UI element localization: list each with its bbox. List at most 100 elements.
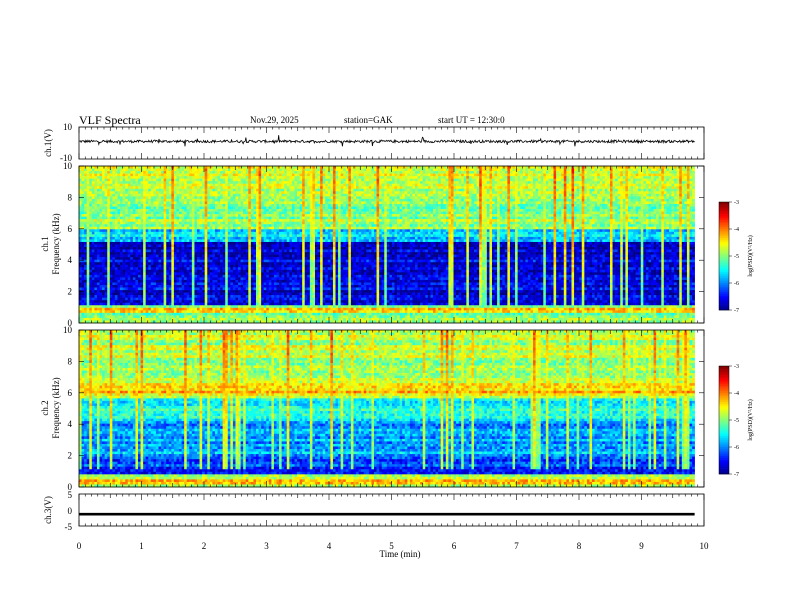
spectrogram-cell <box>527 168 531 172</box>
spectrogram-cell <box>109 166 113 169</box>
spectrogram-cell <box>158 209 162 212</box>
spectrogram-cell <box>143 214 146 217</box>
spectrogram-cell <box>594 191 598 195</box>
spectrogram-cell <box>171 171 175 174</box>
spectrogram-cell <box>402 209 406 212</box>
spectrogram-cell <box>491 216 495 220</box>
spectrogram-cell <box>91 201 95 205</box>
spectrogram-cell <box>286 171 290 174</box>
spectrogram-cell <box>599 168 603 172</box>
spectrogram-cell <box>561 203 565 207</box>
spectrogram-cell <box>645 203 649 207</box>
spectrogram-cell <box>153 193 157 197</box>
spectrogram-cell <box>230 211 234 215</box>
spectrogram-cell <box>681 176 685 179</box>
spectrogram-cell <box>661 178 665 182</box>
spectrogram-cell <box>561 196 565 200</box>
spectrogram-cell <box>445 188 449 192</box>
spectrogram-cell <box>474 181 477 185</box>
spectrogram-cell <box>571 193 575 197</box>
spectrogram-cell <box>476 214 480 217</box>
spectrogram-cell <box>217 171 221 174</box>
spectrogram-cell <box>481 181 485 185</box>
spectrogram-cell <box>189 176 193 179</box>
spectrogram-cell <box>89 211 93 215</box>
spectrogram-cell <box>463 209 467 212</box>
spectrogram-cell <box>168 209 172 212</box>
spectrogram-cell <box>471 168 475 172</box>
spectrogram-cell <box>220 183 223 187</box>
spectrogram-cell <box>415 214 418 217</box>
spectrogram-cell <box>507 171 511 174</box>
spectrogram-cell <box>322 181 326 185</box>
spectrogram-cell <box>245 191 249 195</box>
spectrogram-cell <box>191 173 195 177</box>
spectrogram-cell <box>102 173 105 177</box>
spectrogram-cell <box>461 191 465 195</box>
spectrogram-cell <box>350 201 354 205</box>
spectrogram-cell <box>640 211 644 215</box>
spectrogram-cell <box>525 181 529 185</box>
spectrogram-cell <box>566 173 570 177</box>
spectrogram-cell <box>666 198 670 202</box>
spectrogram-cell <box>640 183 644 187</box>
spectrogram-cell <box>140 183 144 187</box>
spectrogram-cell <box>307 178 311 182</box>
spectrogram-cell <box>171 198 175 202</box>
spectrogram-cell <box>497 214 500 217</box>
spectrogram-cell <box>332 168 336 172</box>
spectrogram-cell <box>563 198 567 202</box>
spectrogram-cell <box>458 168 462 172</box>
spectrogram-cell <box>489 188 493 192</box>
spectrogram-cell <box>125 193 129 197</box>
spectrogram-cell <box>281 166 285 169</box>
spectrogram-cell <box>314 178 318 182</box>
spectrogram-cell <box>420 211 424 215</box>
spectrogram-cell <box>681 214 685 217</box>
spectrogram-cell <box>356 181 359 185</box>
spectrogram-cell <box>212 196 216 200</box>
spectrogram-cell <box>79 198 82 202</box>
spectrogram-cell <box>522 176 526 179</box>
spectrogram-cell <box>348 191 352 195</box>
spectrogram-cell <box>81 191 85 195</box>
spectrogram-cell <box>381 203 385 207</box>
spectrogram-cell <box>561 209 565 212</box>
spectrogram-cell <box>653 186 657 190</box>
spectrogram-cell <box>99 196 103 200</box>
spectrogram-cell <box>281 168 285 172</box>
spectrogram-cell <box>635 193 639 197</box>
spectrogram-cell <box>135 203 139 207</box>
spectrogram-cell <box>222 191 226 195</box>
spectrogram-cell <box>104 216 108 220</box>
spectrogram-cell <box>417 203 421 207</box>
spectrogram-cell <box>384 173 388 177</box>
spectrogram-cell <box>481 214 485 217</box>
spectrogram-cell <box>389 176 393 179</box>
spectrogram-cell <box>304 206 308 210</box>
spectrogram-cell <box>651 201 654 205</box>
spectrogram-cell <box>517 171 521 174</box>
spectrogram-cell <box>425 211 429 215</box>
spectrogram-cell <box>350 214 354 217</box>
spectrogram-cell <box>592 198 595 202</box>
spectrogram-cell <box>194 203 198 207</box>
spectrogram-cell <box>499 183 503 187</box>
spectrogram-cell <box>153 196 157 200</box>
spectrogram-cell <box>176 176 180 179</box>
spectrogram-cell <box>617 181 621 185</box>
spectrogram-cell <box>104 178 108 182</box>
spectrogram-cell <box>494 176 498 179</box>
spectrogram-cell <box>286 178 290 182</box>
spectrogram-cell <box>273 178 277 182</box>
spectrogram-cell <box>504 186 508 190</box>
spectrogram-cell <box>130 203 134 207</box>
spectrogram-cell <box>248 171 252 174</box>
spectrogram-cell <box>384 188 388 192</box>
spectrogram-cell <box>527 186 531 190</box>
spectrogram-cell <box>194 201 198 205</box>
spectrogram-cell <box>307 209 311 212</box>
spectrogram-cell <box>625 206 629 210</box>
spectrogram-cell <box>653 201 657 205</box>
